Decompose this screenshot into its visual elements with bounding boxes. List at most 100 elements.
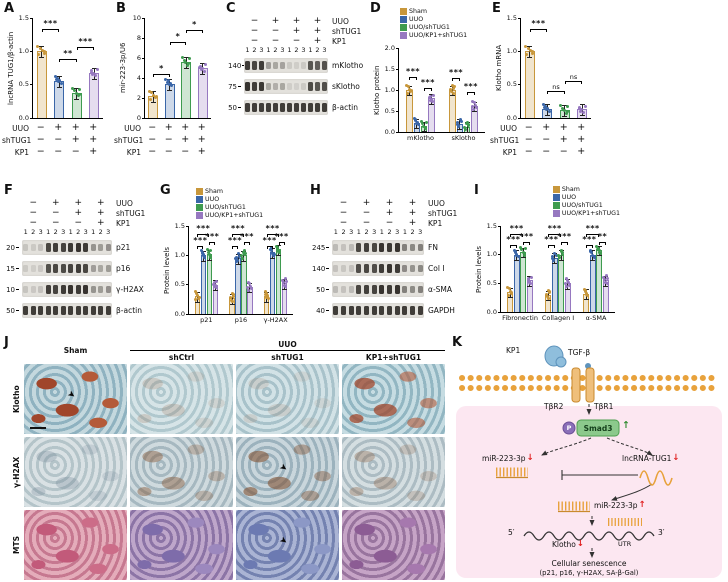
treatment-state: + <box>577 122 586 133</box>
lane-number: 3 <box>395 228 400 236</box>
treatment-state: + <box>181 134 190 145</box>
mw-marker: 20 <box>6 244 22 252</box>
significance-label: * <box>192 20 197 29</box>
protein-band <box>371 285 377 294</box>
data-point <box>36 45 40 49</box>
legend-swatch <box>400 32 407 39</box>
tbr1-label: TβR1 <box>594 402 613 411</box>
mir223-mature-label: miR-223-3p ↑ <box>594 500 646 511</box>
data-point <box>284 285 288 289</box>
treatment-state: + <box>385 208 394 218</box>
data-point <box>405 84 409 87</box>
significance-label: *** <box>227 235 243 245</box>
y-tick-mark <box>396 89 399 91</box>
significance-bracket <box>76 47 95 51</box>
data-point <box>582 111 586 115</box>
y-tick-label: 0.5 <box>506 80 517 89</box>
data-point <box>231 299 235 303</box>
protein-band <box>363 285 370 294</box>
data-point <box>40 49 44 53</box>
significance-label: *** <box>230 224 246 234</box>
data-point <box>598 249 602 253</box>
up-arrow-icon: ↑ <box>638 500 646 510</box>
row-label: γ-H2AX <box>12 456 21 488</box>
x-category-label: γ-H2AX <box>263 316 288 324</box>
significance-bracket <box>186 30 203 33</box>
data-point <box>212 281 216 285</box>
data-point <box>164 78 168 81</box>
y-tick-mark <box>186 313 189 315</box>
protein-band <box>402 285 408 294</box>
y-tick-label: 1.0 <box>18 46 29 55</box>
protein-band <box>98 285 104 294</box>
y-tick-mark <box>30 17 33 19</box>
histology-image-r0-c1 <box>130 364 233 434</box>
protein-band <box>394 306 400 315</box>
down-arrow-icon: ↓ <box>576 539 584 549</box>
protein-band <box>68 285 74 294</box>
mirna-comb-icons <box>496 467 642 526</box>
protein-band <box>356 285 362 294</box>
significance-label: *** <box>43 19 58 29</box>
blot-strip <box>22 261 112 276</box>
target-label: sKlotho <box>332 82 360 91</box>
data-point <box>242 249 246 253</box>
target-label: p16 <box>116 264 131 273</box>
matrix-row: shTUG1− − + + <box>2 134 102 146</box>
protein-band <box>252 61 257 70</box>
protein-band <box>379 306 385 315</box>
significance-bracket <box>547 91 565 95</box>
data-point <box>508 289 512 293</box>
y-tick-label: 0.0 <box>18 113 29 122</box>
bar <box>596 250 603 312</box>
protein-band <box>53 264 59 273</box>
treatment-state: − <box>339 208 348 218</box>
data-point <box>472 101 476 105</box>
data-point <box>407 85 410 89</box>
lane-number: 2 <box>364 228 369 236</box>
blot-band-row: 40 GAPDH <box>312 303 470 318</box>
data-point <box>186 62 190 66</box>
significance-bracket <box>564 80 583 84</box>
data-point <box>58 79 62 83</box>
mw-marker: 50 <box>312 286 332 294</box>
data-point <box>202 253 206 257</box>
data-point <box>208 254 212 258</box>
treatment-label: UUO <box>116 198 133 208</box>
data-point <box>470 105 474 109</box>
significance-bracket <box>59 59 77 63</box>
klotho-label: Klotho ↓ <box>552 539 584 550</box>
y-tick-label: 0.0 <box>384 127 395 136</box>
matrix-row: UUO − + + + <box>490 122 590 134</box>
treatment-state: − <box>29 198 38 208</box>
protein-band <box>273 103 278 112</box>
protein-band <box>53 285 59 294</box>
treatment-state: − <box>54 134 63 145</box>
significance-label: *** <box>265 224 280 234</box>
protein-band <box>402 306 408 315</box>
protein-band <box>417 264 423 273</box>
y-tick-mark <box>498 282 501 284</box>
treatment-state: − <box>36 134 45 145</box>
protein-band <box>45 285 51 294</box>
protein-band <box>333 244 339 251</box>
data-point <box>548 290 552 294</box>
protein-band <box>38 265 44 272</box>
panel-E: E Klotho mRNA 0.0 0.5 1.0 1.5 *** ns ns UUO − + +… <box>490 1 602 180</box>
data-point <box>586 294 590 298</box>
protein-band <box>315 61 320 70</box>
protein-band <box>402 264 408 273</box>
legend-item: UUO <box>196 196 263 203</box>
blot-treatment-row: − − + + shTUG1 <box>228 26 366 36</box>
data-point <box>591 253 595 257</box>
data-point <box>531 50 535 54</box>
protein-band <box>83 264 89 273</box>
inhibition-tbar-icon <box>561 470 638 480</box>
legend-label: Sham <box>561 186 580 193</box>
lane-number: 2 <box>76 228 81 236</box>
protein-band <box>68 306 74 315</box>
matrix-cells: − + + + <box>520 123 590 133</box>
legend-item: Sham <box>196 188 263 195</box>
data-point <box>457 124 461 128</box>
